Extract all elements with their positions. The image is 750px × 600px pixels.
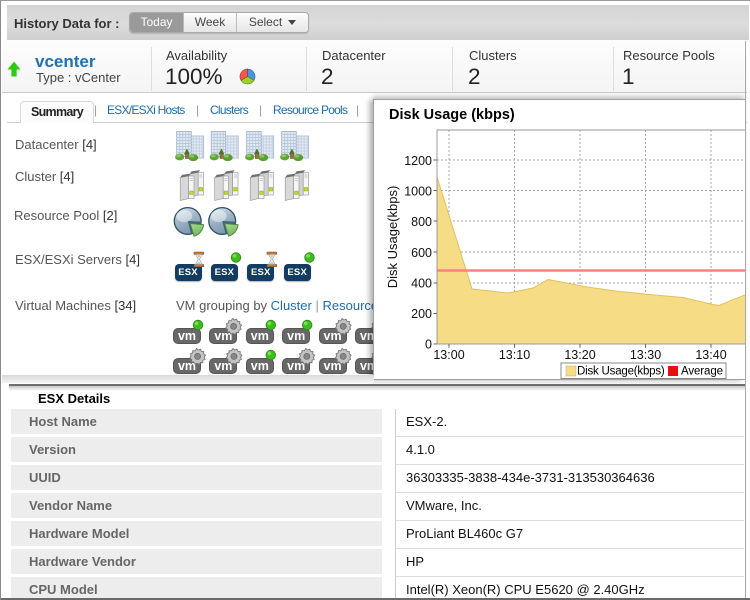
- svg-text:1000: 1000: [404, 185, 432, 199]
- svg-text:Disk Usage(kbps): Disk Usage(kbps): [577, 366, 665, 378]
- svg-text:800: 800: [411, 215, 432, 229]
- svg-text:13:30: 13:30: [630, 348, 661, 362]
- svg-text:200: 200: [411, 307, 432, 321]
- svg-text:1200: 1200: [404, 154, 432, 168]
- svg-text:600: 600: [411, 246, 432, 260]
- svg-text:0: 0: [425, 338, 432, 352]
- svg-text:13:00: 13:00: [433, 348, 464, 362]
- svg-text:13:20: 13:20: [564, 348, 595, 362]
- svg-text:Average: Average: [681, 366, 723, 378]
- svg-text:Disk Usage(kbps): Disk Usage(kbps): [385, 186, 400, 289]
- svg-text:13:40: 13:40: [695, 348, 726, 362]
- svg-text:400: 400: [411, 277, 432, 291]
- svg-text:13:10: 13:10: [499, 348, 530, 362]
